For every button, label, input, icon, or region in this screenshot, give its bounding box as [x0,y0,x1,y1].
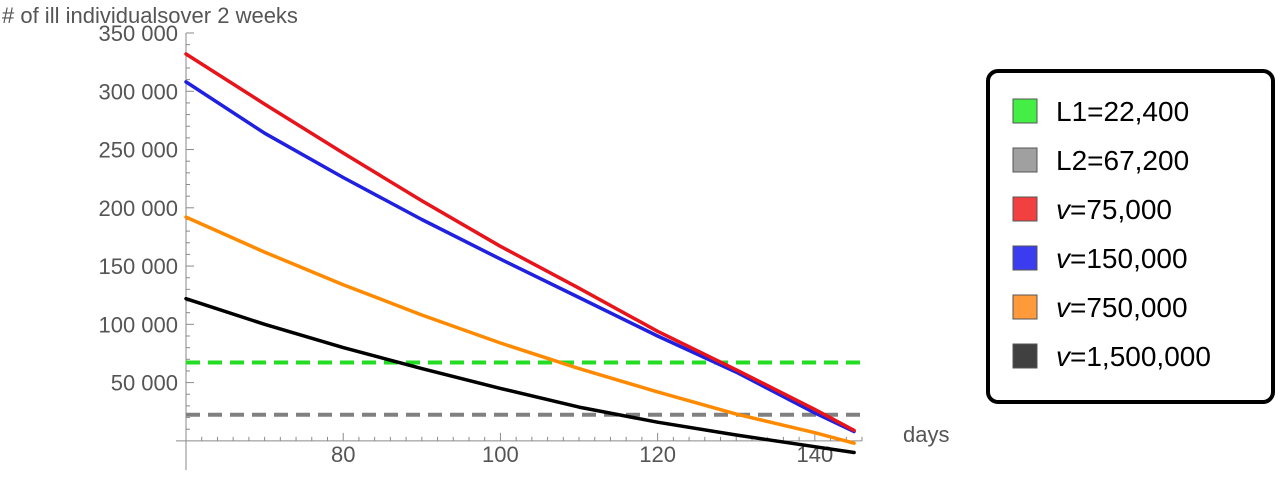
x-axis-title: days [903,422,949,447]
legend-label: L1=22,400 [1056,96,1189,127]
y-tick-label: 350 000 [98,21,178,46]
legend: L1=22,400 L2=67,200 v=75,000 v=150,000 v=750… [986,69,1275,404]
y-tick-label: 200 000 [98,196,178,221]
legend-swatch [1012,147,1038,173]
y-tick-label: 250 000 [98,138,178,163]
x-tick-label: 100 [482,442,519,467]
legend-swatch [1012,343,1038,369]
x-tick-label: 120 [639,442,676,467]
series-line [184,296,856,455]
axes: 50 000 100 000 150 000 200 000 250 000 300 00… [98,21,863,470]
legend-label: v=750,000 [1056,292,1188,323]
legend-label: v=150,000 [1056,243,1188,274]
y-tick-label: 150 000 [98,254,178,279]
series-layer [184,52,862,455]
series-line [184,215,856,445]
x-tick-label: 80 [331,442,355,467]
series-line [184,80,856,434]
legend-box [986,69,1275,404]
legend-swatch [1012,196,1038,222]
y-tick-label: 50 000 [111,371,178,396]
legend-swatch [1012,245,1038,271]
legend-label: v=75,000 [1056,194,1172,225]
y-axis-title: # of ill individualsover 2 weeks [2,3,298,28]
legend-label: L2=67,200 [1056,145,1189,176]
legend-swatch [1012,98,1038,124]
series-line [184,52,856,433]
y-tick-label: 100 000 [98,312,178,337]
legend-swatch [1012,294,1038,320]
y-tick-label: 300 000 [98,79,178,104]
legend-label: v=1,500,000 [1056,341,1211,372]
